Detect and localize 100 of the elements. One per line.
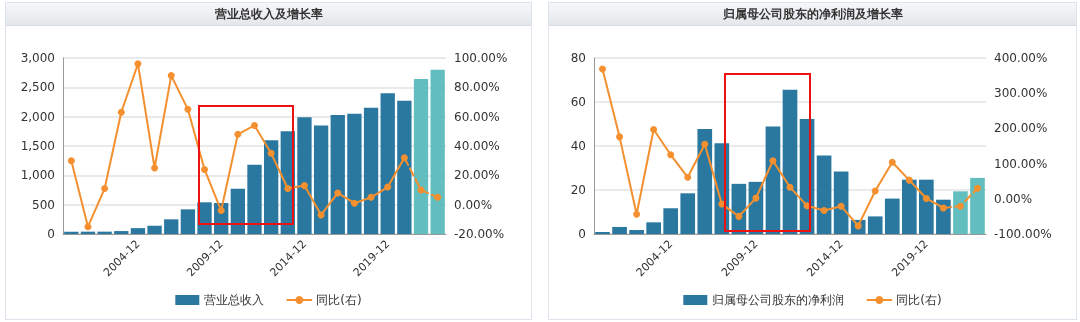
point bbox=[350, 199, 358, 207]
point bbox=[367, 193, 375, 201]
bar bbox=[114, 231, 129, 234]
chart-title: 归属母公司股东的净利润及增长率 bbox=[549, 3, 1076, 26]
point bbox=[117, 108, 125, 116]
point bbox=[871, 187, 879, 195]
y2-tick-label: 200.00% bbox=[994, 121, 1048, 136]
point bbox=[201, 165, 209, 173]
point bbox=[888, 158, 896, 166]
point bbox=[251, 121, 258, 129]
bar bbox=[919, 179, 934, 234]
point bbox=[820, 206, 828, 214]
chart-title: 营业总收入及增长率 bbox=[6, 3, 531, 26]
point bbox=[400, 154, 408, 162]
bar bbox=[970, 177, 985, 234]
bar bbox=[297, 117, 312, 234]
point bbox=[599, 65, 607, 73]
point bbox=[167, 72, 175, 80]
point bbox=[633, 210, 641, 218]
y-tick-label: 500 bbox=[32, 197, 55, 212]
bar bbox=[313, 125, 329, 234]
y2-tick-label: -100.00% bbox=[994, 227, 1052, 241]
point bbox=[101, 185, 109, 193]
point bbox=[184, 105, 192, 113]
bar bbox=[230, 188, 246, 234]
legend-label: 营业总收入 bbox=[204, 293, 265, 307]
y-tick-label: 20 bbox=[570, 183, 586, 197]
legend-label: 归属母公司股东的净利润 bbox=[712, 293, 845, 307]
bar bbox=[612, 226, 627, 234]
y2-tick-label: 0.00% bbox=[994, 191, 1033, 206]
bar bbox=[697, 129, 713, 234]
point bbox=[134, 60, 142, 68]
y2-tick-label: 100.00% bbox=[994, 156, 1048, 171]
y-tick-label: 3,000 bbox=[20, 51, 55, 65]
y-tick-label: 1,000 bbox=[20, 168, 55, 183]
y2-tick-label: 300.00% bbox=[994, 86, 1048, 101]
bar bbox=[663, 208, 679, 234]
y-tick-label: 2,000 bbox=[20, 109, 55, 124]
point bbox=[284, 185, 292, 193]
point bbox=[67, 157, 75, 165]
point bbox=[334, 189, 342, 197]
bar bbox=[629, 230, 644, 234]
legend-label: 同比(右) bbox=[316, 293, 362, 307]
point bbox=[434, 193, 442, 201]
y-tick-label: 1,500 bbox=[20, 139, 55, 153]
bar bbox=[867, 216, 883, 234]
y-tick-label: 0 bbox=[578, 227, 586, 241]
bar bbox=[347, 113, 362, 234]
bar bbox=[263, 140, 279, 234]
bar bbox=[397, 100, 412, 234]
point bbox=[84, 223, 92, 231]
point bbox=[616, 133, 624, 141]
bar bbox=[380, 93, 395, 234]
y2-tick-label: 40.00% bbox=[454, 139, 500, 153]
bar bbox=[180, 209, 196, 234]
point bbox=[300, 182, 308, 190]
bar bbox=[430, 69, 445, 234]
bar bbox=[413, 79, 429, 234]
bar bbox=[901, 179, 917, 234]
bar bbox=[816, 155, 832, 234]
y2-tick-label: -20.00% bbox=[454, 227, 505, 241]
point bbox=[905, 176, 913, 184]
point bbox=[769, 157, 777, 165]
point bbox=[684, 173, 692, 181]
point bbox=[922, 194, 930, 202]
y2-tick-label: 100.00% bbox=[454, 51, 508, 65]
bar bbox=[782, 89, 798, 234]
bar bbox=[130, 228, 146, 234]
bar bbox=[646, 222, 661, 234]
bar bbox=[833, 171, 849, 234]
bar bbox=[363, 107, 379, 234]
y2-tick-label: 80.00% bbox=[454, 80, 500, 95]
y-tick-label: 2,500 bbox=[20, 80, 55, 95]
bar bbox=[164, 219, 179, 234]
y2-tick-label: 0.00% bbox=[454, 197, 493, 212]
bar bbox=[765, 126, 781, 234]
point bbox=[650, 125, 658, 133]
point bbox=[151, 164, 159, 172]
bar bbox=[147, 225, 162, 234]
point bbox=[939, 204, 947, 212]
y2-tick-label: 20.00% bbox=[454, 168, 500, 183]
point bbox=[837, 202, 845, 210]
y-tick-label: 0 bbox=[47, 227, 55, 241]
y-tick-label: 60 bbox=[570, 95, 586, 109]
bar bbox=[330, 114, 345, 234]
y2-tick-label: 60.00% bbox=[454, 109, 500, 124]
point bbox=[701, 140, 709, 148]
y2-tick-label: 400.00% bbox=[994, 51, 1048, 65]
y-tick-label: 40 bbox=[570, 139, 586, 153]
point bbox=[973, 184, 981, 192]
point bbox=[384, 183, 392, 191]
bar bbox=[247, 164, 262, 234]
point bbox=[667, 151, 675, 159]
bar bbox=[884, 198, 900, 234]
y-tick-label: 80 bbox=[570, 51, 586, 65]
bar bbox=[953, 191, 968, 234]
point bbox=[267, 149, 275, 157]
bar bbox=[680, 193, 696, 234]
legend-label: 同比(右) bbox=[896, 293, 942, 307]
point bbox=[217, 207, 225, 215]
